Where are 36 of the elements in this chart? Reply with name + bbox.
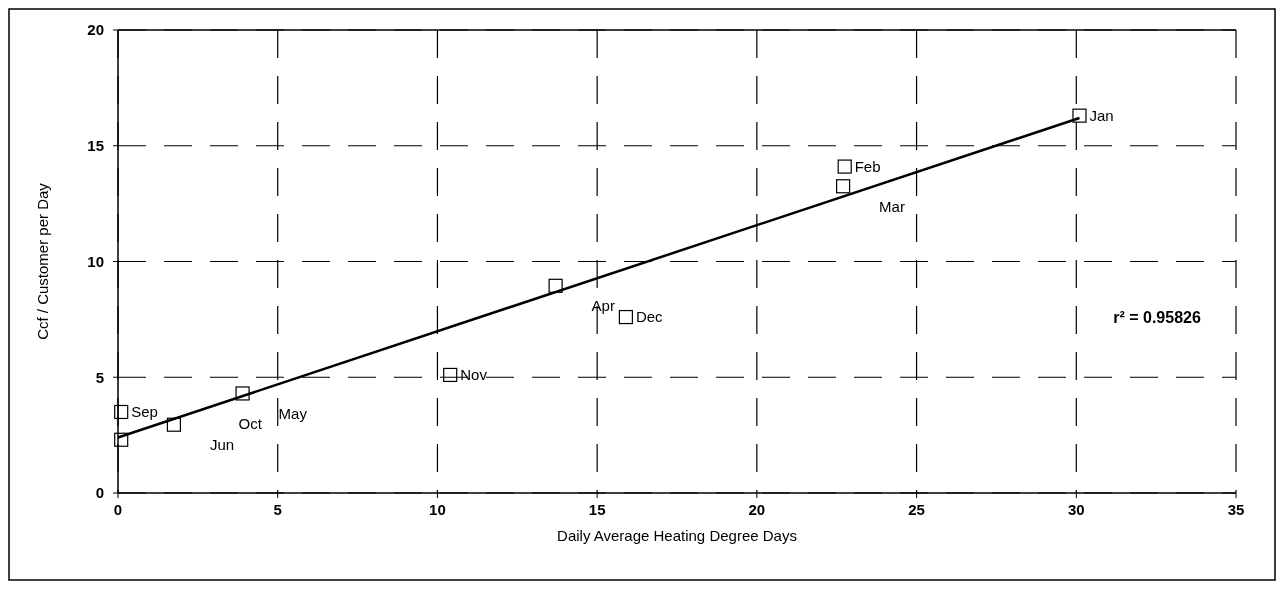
y-tick-label: 0	[95, 484, 104, 502]
annotation: Dec	[635, 308, 664, 326]
point	[114, 404, 129, 420]
x-tick-label: 5	[273, 501, 282, 518]
point	[837, 159, 852, 174]
y-tick-label: 15	[87, 137, 104, 154]
y-tick-label: 5	[95, 368, 104, 386]
x-axis-title: Daily Average Heating Degree Days	[557, 527, 797, 544]
point	[443, 367, 458, 383]
x-tick-label: 25	[908, 501, 925, 518]
y-tick-label: 10	[87, 252, 104, 270]
annotation: Mar	[879, 197, 905, 215]
annotation: Oct	[238, 414, 263, 432]
x-tick-label: 20	[748, 501, 766, 518]
x-tick-label: 35	[1227, 501, 1245, 518]
annotation: Sep	[131, 403, 158, 421]
annotation: Apr	[591, 297, 615, 315]
annotation: May	[278, 404, 308, 422]
point	[235, 386, 250, 401]
annotation: r² = 0.95826	[1113, 308, 1201, 326]
x-tick-label: 15	[588, 501, 606, 518]
point	[548, 278, 563, 293]
x-tick-label: 0	[113, 501, 123, 518]
x-tick-label: 10	[429, 501, 446, 518]
y-axis-title: Ccf / Customer per Day	[34, 182, 51, 340]
point	[1072, 108, 1087, 123]
point	[836, 179, 851, 194]
y-tick-label: 20	[87, 21, 104, 39]
point	[114, 432, 129, 447]
x-tick-label: 30	[1067, 501, 1085, 518]
point	[618, 309, 633, 325]
annotation: Nov	[460, 366, 488, 384]
point	[166, 417, 181, 432]
annotation: Jun	[209, 435, 235, 453]
annotation: Jan	[1089, 106, 1114, 124]
annotation: Feb	[854, 157, 881, 175]
